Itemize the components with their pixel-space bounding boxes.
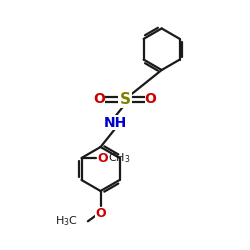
Text: S: S [120, 92, 130, 107]
Text: H$_3$C: H$_3$C [55, 214, 78, 228]
Text: O: O [95, 208, 106, 220]
Text: CH$_3$: CH$_3$ [108, 151, 130, 165]
Text: NH: NH [104, 116, 127, 130]
Text: O: O [145, 92, 156, 106]
Text: O: O [97, 152, 108, 164]
Text: O: O [94, 92, 105, 106]
